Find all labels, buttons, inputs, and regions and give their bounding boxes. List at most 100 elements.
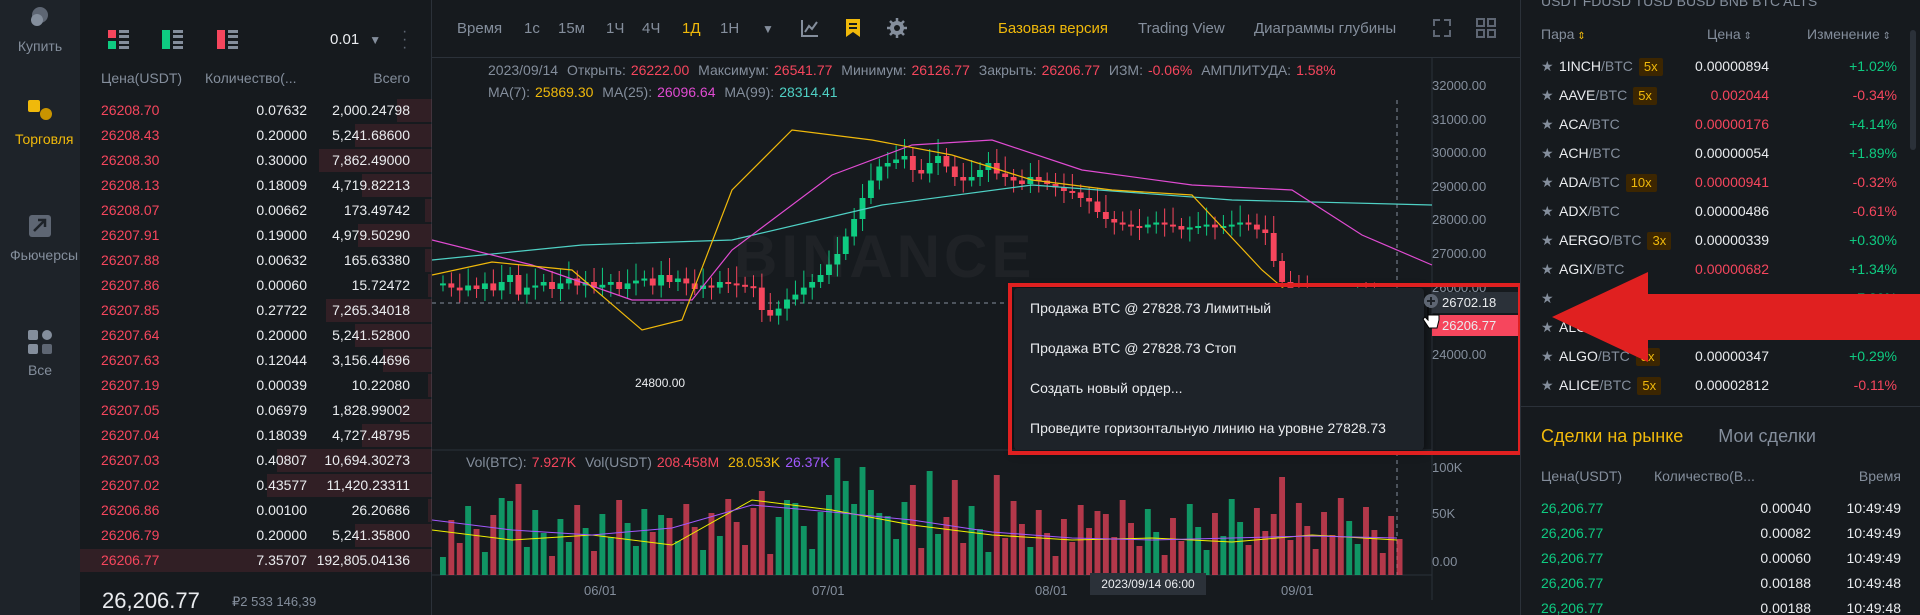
col-pair[interactable]: Пара ⇕: [1541, 26, 1586, 42]
market-row[interactable]: ★ AERGO/BTC 3x 0.00000339 +0.30%: [1541, 226, 1901, 255]
volume-bar: [1128, 523, 1134, 575]
star-icon[interactable]: ★: [1541, 87, 1554, 103]
market-row[interactable]: ★ ALICE/BTC 5x 0.00002812 -0.11%: [1541, 371, 1901, 400]
interval-1w[interactable]: 1Н: [720, 20, 740, 37]
market-row[interactable]: ★ ADA/BTC 10x 0.00000941 -0.32%: [1541, 168, 1901, 197]
pair-base: ALGO: [1559, 348, 1598, 364]
more-intervals-icon[interactable]: ▼: [762, 22, 774, 36]
pair-base: AERGO: [1559, 232, 1610, 248]
layout-grid-icon[interactable]: [1476, 18, 1496, 38]
star-icon[interactable]: ★: [1541, 290, 1554, 306]
orderbook-row[interactable]: 26207.85 0.27722 7,265.34018: [80, 298, 432, 323]
interval-1h[interactable]: 1Ч: [606, 20, 625, 37]
market-row[interactable]: ★ ADX/BTC 0.00000486 -0.61%: [1541, 197, 1901, 226]
star-icon[interactable]: ★: [1541, 203, 1554, 219]
tab-my-trades[interactable]: Мои сделки: [1718, 426, 1816, 446]
tab-depth-chart[interactable]: Диаграммы глубины: [1254, 20, 1397, 37]
indicator-icon[interactable]: [800, 18, 820, 38]
market-filter-tabs[interactable]: USDT FDUSD TUSD BUSD BNB BTC ALTS: [1541, 0, 1818, 9]
star-icon[interactable]: ★: [1541, 116, 1554, 132]
low-marker-label: 24800.00: [635, 376, 686, 390]
star-icon[interactable]: ★: [1541, 348, 1554, 364]
view-both-icon[interactable]: [108, 30, 130, 50]
precision-select[interactable]: 0.01 ▼: [330, 31, 381, 48]
volume-bar: [1371, 530, 1378, 575]
nav-item-trade[interactable]: Торговля: [0, 96, 80, 148]
orderbook-row[interactable]: 26207.05 0.06979 1,828.99002: [80, 398, 432, 423]
menu-item-new-order[interactable]: Создать новый ордер...: [1030, 380, 1183, 396]
candle: [876, 166, 883, 181]
orderbook-row[interactable]: 26206.79 0.20000 5,241.35800: [80, 523, 432, 548]
view-bids-icon[interactable]: [162, 30, 184, 50]
candle: [993, 163, 1000, 174]
bookmark-icon[interactable]: [844, 18, 862, 38]
ask-qty: 0.43577: [256, 477, 307, 493]
orderbook-row[interactable]: 26208.70 0.07632 2,000.24798: [80, 98, 432, 123]
candle: [1035, 177, 1042, 181]
candle: [1270, 233, 1277, 261]
settings-gear-icon[interactable]: [887, 18, 907, 38]
plus-icon[interactable]: [1424, 294, 1438, 308]
view-asks-icon[interactable]: [216, 30, 239, 50]
star-icon[interactable]: ★: [1541, 319, 1554, 335]
nav-item-futures[interactable]: Фьючерсы: [0, 212, 80, 264]
orderbook-row[interactable]: 26207.91 0.19000 4,979.50290: [80, 223, 432, 248]
more-icon[interactable]: · · ·: [402, 23, 408, 56]
orderbook-row[interactable]: 26207.88 0.00632 165.63380: [80, 248, 432, 273]
orderbook-row[interactable]: 26208.07 0.00662 173.49742: [80, 198, 432, 223]
star-icon[interactable]: ★: [1541, 232, 1554, 248]
orderbook-row[interactable]: 26208.43 0.20000 5,241.68600: [80, 123, 432, 148]
orderbook-row[interactable]: 26207.63 0.12044 3,156.44696: [80, 348, 432, 373]
ask-price: 26208.07: [101, 202, 160, 218]
market-scrollbar[interactable]: [1910, 30, 1916, 150]
candle: [607, 282, 614, 285]
orderbook-row[interactable]: 26207.86 0.00060 15.72472: [80, 273, 432, 298]
orderbook-row[interactable]: 26207.19 0.00039 10.22080: [80, 373, 432, 398]
star-icon[interactable]: ★: [1541, 261, 1554, 277]
orderbook-row[interactable]: 26207.64 0.20000 5,241.52800: [80, 323, 432, 348]
orderbook-row[interactable]: 26207.04 0.18039 4,727.48795: [80, 423, 432, 448]
star-icon[interactable]: ★: [1541, 174, 1554, 190]
market-row[interactable]: ★ ACA/BTC 0.00000176 +4.14%: [1541, 110, 1901, 139]
orderbook-row[interactable]: 26207.02 0.43577 11,420.23311: [80, 473, 432, 498]
volume-bar: [725, 499, 732, 575]
tab-trading-view[interactable]: Trading View: [1138, 20, 1225, 37]
ma7-label: MA(7):: [488, 84, 530, 100]
fullscreen-icon[interactable]: [1432, 18, 1452, 38]
orderbook-row[interactable]: 26206.77 7.35707 192,805.04136: [80, 548, 432, 573]
candlestick-chart[interactable]: [432, 0, 1520, 615]
market-row[interactable]: ★ AGIX/BTC 0.00000682 +1.34%: [1541, 255, 1901, 284]
orderbook-row[interactable]: 26206.86 0.00100 26.20686: [80, 498, 432, 523]
volume-bar: [624, 523, 631, 575]
ask-qty: 7.35707: [256, 552, 307, 568]
menu-item-sell-limit[interactable]: Продажа BTC @ 27828.73 Лимитный: [1030, 300, 1272, 316]
ask-total: 5,241.52800: [332, 327, 410, 343]
tab-market-trades[interactable]: Сделки на рынке: [1541, 426, 1684, 446]
orderbook-row[interactable]: 26208.13 0.18009 4,719.82213: [80, 173, 432, 198]
ask-qty: 0.00100: [256, 502, 307, 518]
ask-total: 3,156.44696: [332, 352, 410, 368]
market-row[interactable]: ★ ACH/BTC 0.00000054 +1.89%: [1541, 139, 1901, 168]
orderbook-row[interactable]: 26207.03 0.40807 10,694.30273: [80, 448, 432, 473]
menu-item-sell-stop[interactable]: Продажа BTC @ 27828.73 Стоп: [1030, 340, 1237, 356]
col-price[interactable]: Цена ⇕: [1707, 26, 1752, 42]
candle: [1086, 198, 1093, 202]
interval-time[interactable]: Время: [457, 20, 503, 37]
tab-basic-version[interactable]: Базовая версия: [998, 20, 1108, 37]
star-icon[interactable]: ★: [1541, 58, 1554, 74]
market-row[interactable]: ★ 1INCH/BTC 5x 0.00000894 +1.02%: [1541, 52, 1901, 81]
col-change[interactable]: Изменение ⇕: [1807, 26, 1891, 42]
orderbook-row[interactable]: 26208.30 0.30000 7,862.49000: [80, 148, 432, 173]
candle: [884, 163, 891, 167]
interval-1s[interactable]: 1с: [524, 20, 540, 37]
nav-item-buy[interactable]: Купить: [0, 4, 80, 54]
interval-1d[interactable]: 1Д: [682, 20, 701, 37]
star-icon[interactable]: ★: [1541, 145, 1554, 161]
interval-15m[interactable]: 15м: [558, 20, 585, 37]
nav-item-all[interactable]: Все: [0, 328, 80, 378]
menu-item-draw-line[interactable]: Проведите горизонтальную линию на уровне…: [1030, 420, 1386, 436]
star-icon[interactable]: ★: [1541, 377, 1554, 393]
market-row[interactable]: ★ AAVE/BTC 5x 0.002044 -0.34%: [1541, 81, 1901, 110]
interval-4h[interactable]: 4Ч: [642, 20, 661, 37]
